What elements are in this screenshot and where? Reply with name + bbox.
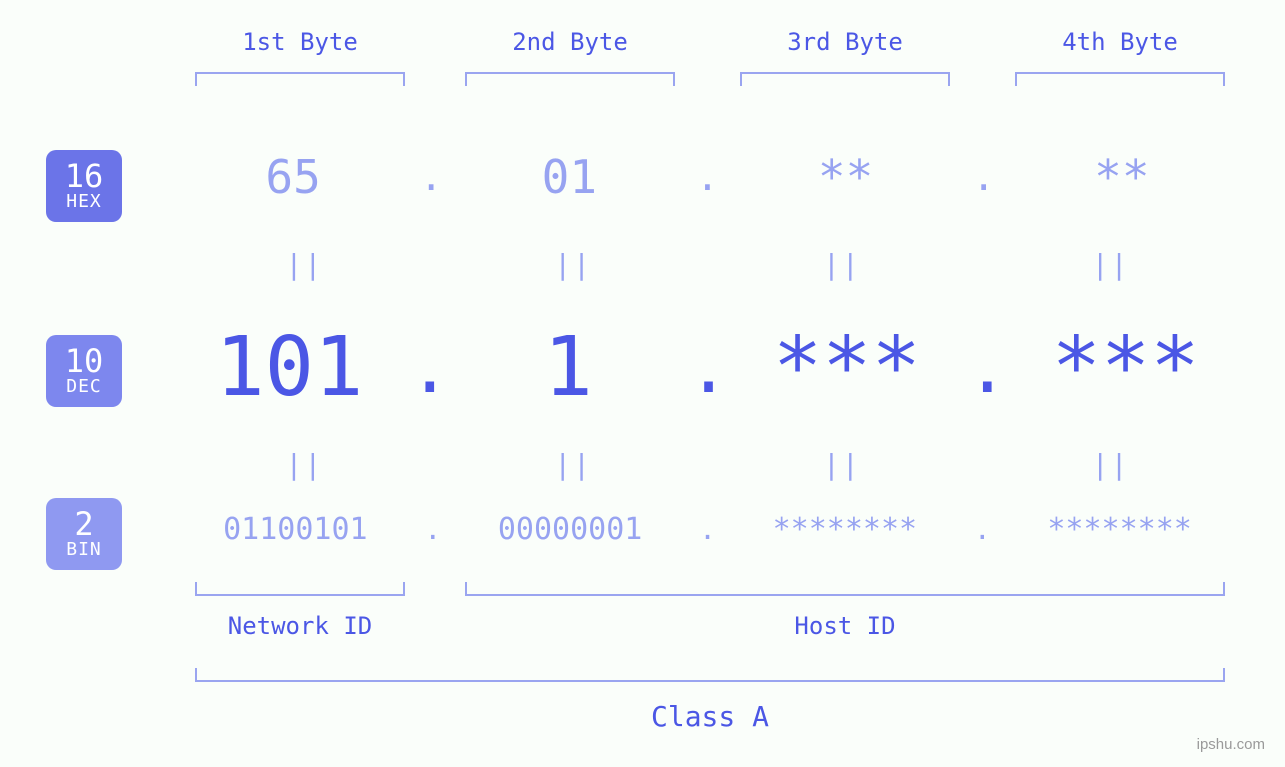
hex-dot-1: . xyxy=(416,155,446,199)
byte-label-3: 3rd Byte xyxy=(735,28,955,56)
hex-byte-4: ** xyxy=(999,150,1245,204)
row-bin: 01100101 . 00000001 . ******** . *******… xyxy=(170,512,1245,547)
dec-byte-3: *** xyxy=(728,320,967,415)
bin-byte-4: ******** xyxy=(994,512,1245,547)
badge-hex-txt: HEX xyxy=(66,193,102,212)
bin-dot-2: . xyxy=(696,513,720,546)
hex-byte-1: 65 xyxy=(170,150,416,204)
dec-byte-2: 1 xyxy=(449,320,688,415)
badge-dec-num: 10 xyxy=(65,345,104,379)
dec-byte-4: *** xyxy=(1006,320,1245,415)
eq-1-4: || xyxy=(976,248,1245,281)
badge-bin-txt: BIN xyxy=(66,541,102,560)
hex-dot-3: . xyxy=(969,155,999,199)
eq-2-4: || xyxy=(976,448,1245,481)
badge-bin-num: 2 xyxy=(74,508,93,542)
hex-byte-3: ** xyxy=(723,150,969,204)
top-bracket-4 xyxy=(1015,72,1225,86)
bin-byte-3: ******** xyxy=(720,512,971,547)
bin-byte-2: 00000001 xyxy=(445,512,696,547)
label-host: Host ID xyxy=(465,612,1225,640)
dec-dot-3: . xyxy=(966,327,1006,409)
row-hex: 65 . 01 . ** . ** xyxy=(170,150,1245,204)
badge-dec: 10 DEC xyxy=(46,335,122,407)
top-bracket-1 xyxy=(195,72,405,86)
top-bracket-3 xyxy=(740,72,950,86)
bin-dot-3: . xyxy=(970,513,994,546)
eq-2-3: || xyxy=(708,448,977,481)
badge-hex-num: 16 xyxy=(65,160,104,194)
dec-dot-2: . xyxy=(688,327,728,409)
bin-byte-1: 01100101 xyxy=(170,512,421,547)
dec-byte-1: 101 xyxy=(170,320,409,415)
dec-dot-1: . xyxy=(409,327,449,409)
bin-dot-1: . xyxy=(421,513,445,546)
badge-bin: 2 BIN xyxy=(46,498,122,570)
label-network: Network ID xyxy=(195,612,405,640)
byte-label-2: 2nd Byte xyxy=(460,28,680,56)
badge-hex: 16 HEX xyxy=(46,150,122,222)
bracket-network xyxy=(195,582,405,596)
eq-row-2: || || || || xyxy=(170,448,1245,481)
eq-1-1: || xyxy=(170,248,439,281)
row-dec: 101 . 1 . *** . *** xyxy=(170,320,1245,415)
badge-dec-txt: DEC xyxy=(66,378,102,397)
bracket-class xyxy=(195,668,1225,682)
hex-byte-2: 01 xyxy=(446,150,692,204)
hex-dot-2: . xyxy=(693,155,723,199)
eq-2-2: || xyxy=(439,448,708,481)
label-class: Class A xyxy=(195,700,1225,733)
eq-2-1: || xyxy=(170,448,439,481)
eq-1-3: || xyxy=(708,248,977,281)
byte-label-4: 4th Byte xyxy=(1010,28,1230,56)
eq-1-2: || xyxy=(439,248,708,281)
watermark: ipshu.com xyxy=(1197,736,1265,753)
top-bracket-2 xyxy=(465,72,675,86)
byte-label-1: 1st Byte xyxy=(190,28,410,56)
eq-row-1: || || || || xyxy=(170,248,1245,281)
bracket-host xyxy=(465,582,1225,596)
